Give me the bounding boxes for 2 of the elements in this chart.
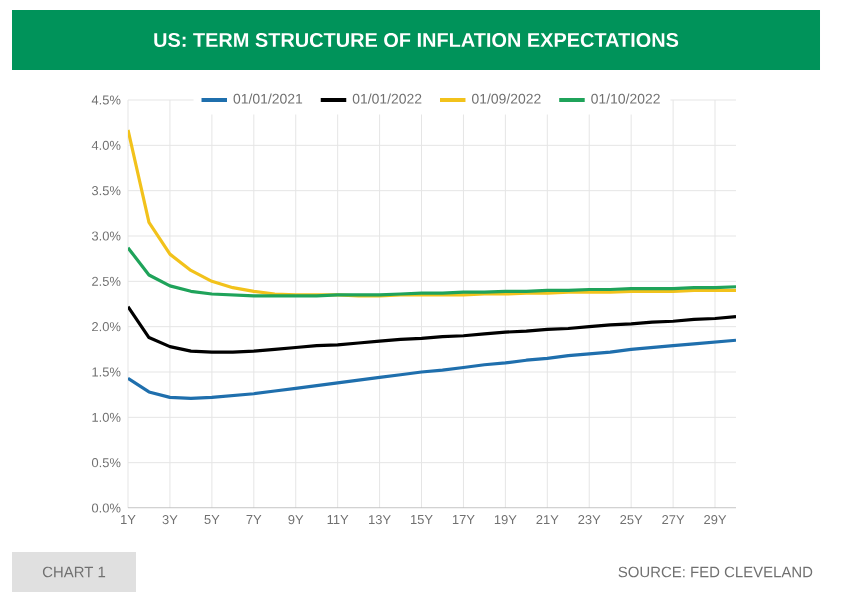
line-series <box>128 305 737 354</box>
chart-title: US: TERM STRUCTURE OF INFLATION EXPECTATIONS <box>154 32 679 48</box>
